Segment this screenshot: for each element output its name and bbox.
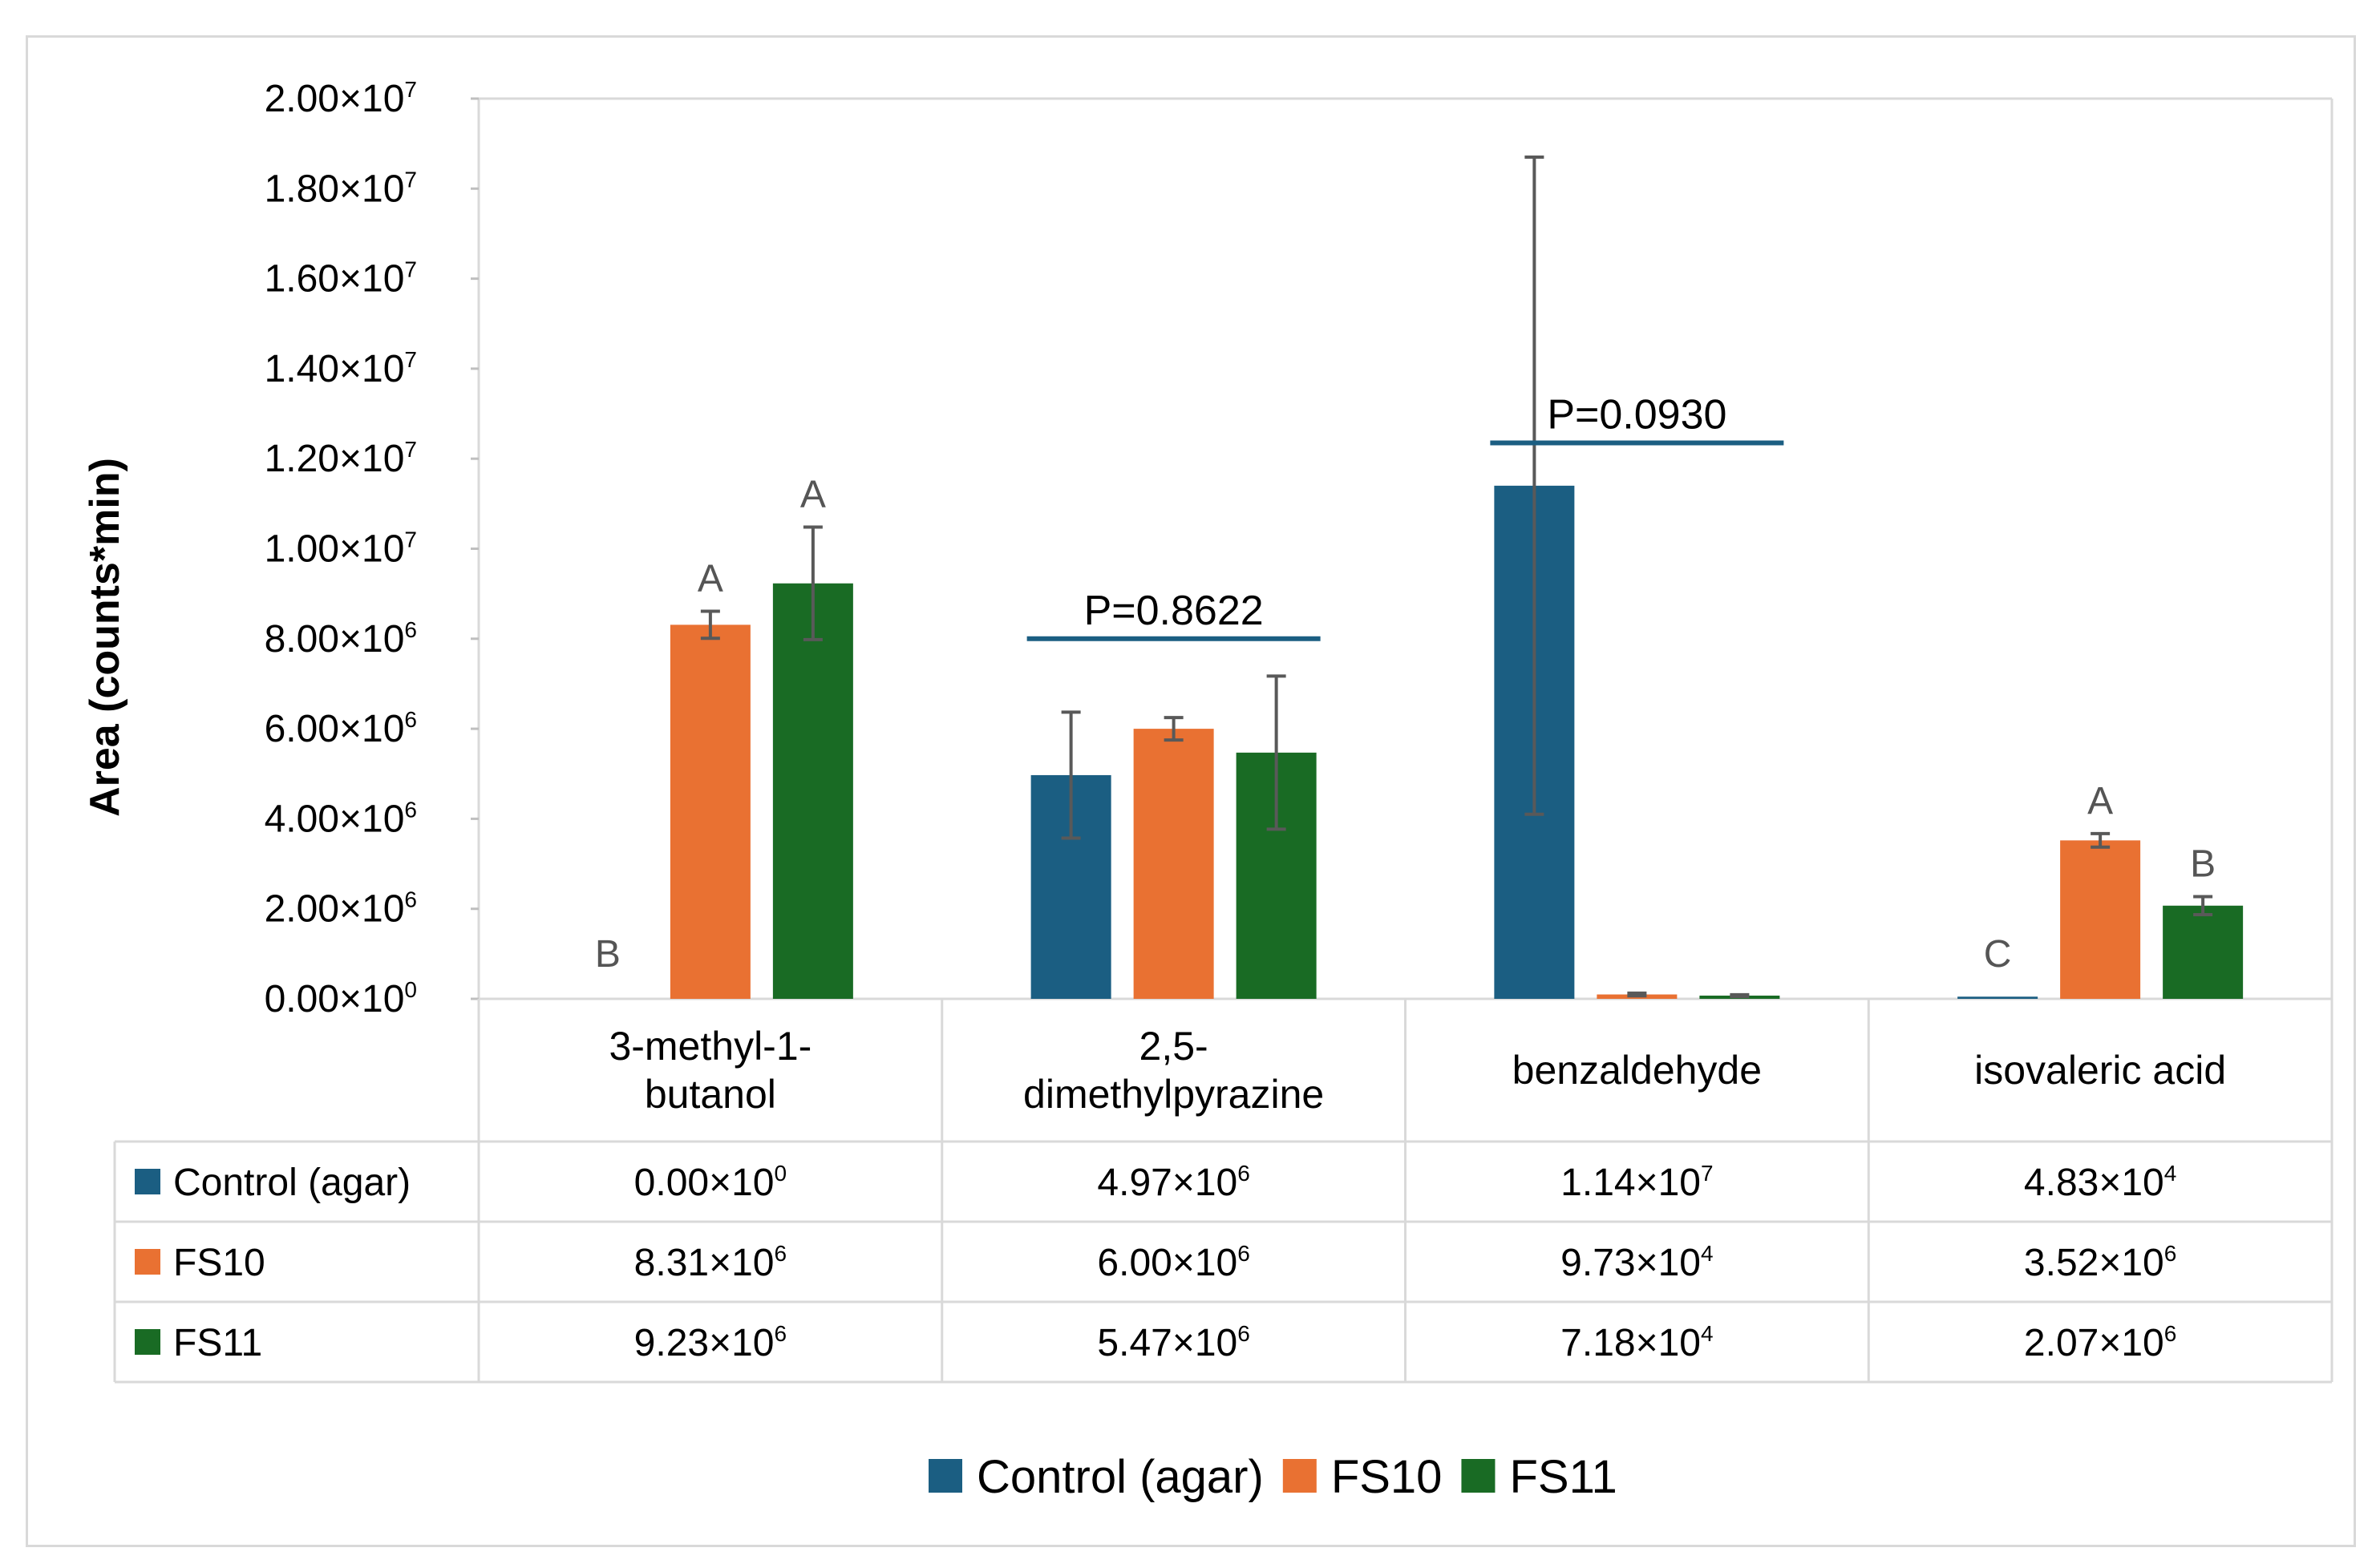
table-cell: 9.23×106 bbox=[634, 1321, 787, 1364]
x-category-label: 3-methyl-1- bbox=[609, 1024, 812, 1069]
significance-letter: B bbox=[2190, 843, 2216, 886]
table-cell: 3.52×106 bbox=[2024, 1241, 2176, 1284]
bars bbox=[670, 485, 2244, 999]
p-value-label: P=0.0930 bbox=[1547, 392, 1726, 438]
y-tick-label: 1.20×107 bbox=[265, 437, 417, 480]
significance-letter: A bbox=[2087, 780, 2113, 822]
y-tick-label: 6.00×106 bbox=[265, 707, 417, 750]
legend-label: FS10 bbox=[1331, 1451, 1443, 1503]
table-legend-key bbox=[135, 1329, 160, 1355]
x-category-label: dimethylpyrazine bbox=[1023, 1072, 1324, 1117]
table-legend-key bbox=[135, 1249, 160, 1275]
bar bbox=[772, 583, 853, 999]
significance-letter: C bbox=[1984, 933, 2012, 976]
significance-letter: A bbox=[698, 558, 723, 600]
legend-swatch bbox=[1282, 1459, 1317, 1493]
x-category-label: isovaleric acid bbox=[1974, 1048, 2226, 1093]
table-cell: 0.00×100 bbox=[634, 1161, 787, 1204]
bar bbox=[2060, 840, 2141, 999]
table-series-name: FS10 bbox=[173, 1242, 265, 1284]
legend-swatch bbox=[929, 1459, 962, 1493]
legend: Control (agar) FS10 FS11 bbox=[929, 1451, 1617, 1503]
y-tick-label: 1.60×107 bbox=[265, 257, 417, 301]
x-category-label: 2,5- bbox=[1139, 1024, 1208, 1069]
y-tick-label: 4.00×106 bbox=[265, 797, 417, 840]
table-cell: 8.31×106 bbox=[634, 1241, 787, 1284]
significance-letters: B A A C A B bbox=[595, 474, 2216, 976]
table-cell: 7.18×104 bbox=[1560, 1321, 1713, 1364]
legend-swatch bbox=[1461, 1459, 1496, 1493]
y-tick-label: 1.40×107 bbox=[265, 347, 417, 390]
grid-lines bbox=[477, 97, 2333, 1000]
bar bbox=[1133, 729, 1214, 999]
y-axis: 0.00×100 2.00×106 4.00×106 6.00×106 8.00×106… bbox=[265, 77, 479, 1020]
significance-letter: A bbox=[800, 474, 826, 516]
table-cell: 2.07×106 bbox=[2024, 1321, 2176, 1364]
table-cell: 9.73×104 bbox=[1560, 1241, 1713, 1284]
y-tick-label: 2.00×107 bbox=[265, 77, 417, 120]
p-value-label: P=0.8622 bbox=[1084, 588, 1264, 634]
y-tick-label: 0.00×100 bbox=[265, 977, 417, 1020]
table-series-name: Control (agar) bbox=[173, 1162, 411, 1204]
table-cell: 5.47×106 bbox=[1097, 1321, 1249, 1364]
error-bars bbox=[700, 155, 2213, 999]
legend-label: FS11 bbox=[1509, 1451, 1617, 1503]
data-table: 3-methyl-1-butanol 2,5-dimethylpyrazine be… bbox=[113, 999, 2333, 1384]
table-cell: 4.97×106 bbox=[1097, 1161, 1249, 1204]
x-category-label: butanol bbox=[645, 1072, 776, 1117]
x-category-label: benzaldehyde bbox=[1512, 1048, 1762, 1093]
legend-label: Control (agar) bbox=[977, 1451, 1264, 1503]
y-tick-label: 8.00×106 bbox=[265, 617, 417, 661]
table-legend-key bbox=[135, 1169, 160, 1194]
table-series-name: FS11 bbox=[173, 1322, 262, 1364]
y-tick-label: 2.00×106 bbox=[265, 887, 417, 931]
significance-letter: B bbox=[595, 933, 621, 976]
table-cell: 4.83×104 bbox=[2024, 1161, 2176, 1204]
bar bbox=[1957, 996, 2038, 999]
y-tick-label: 1.80×107 bbox=[265, 167, 417, 210]
y-axis-label: Area (counts*min) bbox=[82, 458, 128, 817]
bar bbox=[2163, 905, 2244, 999]
p-value-annotations: P=0.8622 P=0.0930 bbox=[1026, 392, 1784, 641]
y-tick-label: 1.00×107 bbox=[265, 527, 417, 571]
table-cell: 1.14×107 bbox=[1560, 1161, 1713, 1204]
table-cell: 6.00×106 bbox=[1097, 1241, 1249, 1284]
bar bbox=[670, 624, 751, 999]
